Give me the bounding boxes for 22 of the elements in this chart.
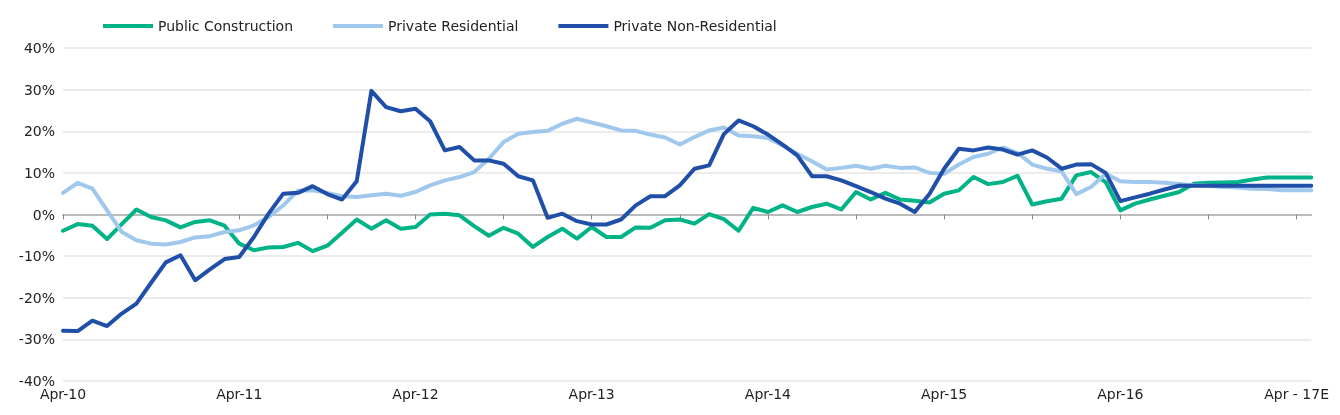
x-tick-label: Apr-16 bbox=[1097, 386, 1144, 402]
y-tick-label: -10% bbox=[18, 248, 55, 265]
y-tick-label: 20% bbox=[23, 123, 55, 140]
legend-label: Public Construction bbox=[158, 18, 294, 34]
x-tick-label: Apr-10 bbox=[39, 386, 87, 402]
legend-label: Private Residential bbox=[388, 18, 519, 34]
x-tick-label: Apr-12 bbox=[392, 386, 439, 402]
y-tick-label: 40% bbox=[23, 40, 55, 56]
x-tick-label: Apr-15 bbox=[921, 386, 968, 402]
legend-label: Private Non-Residential bbox=[613, 18, 777, 34]
x-tick-label: Apr-14 bbox=[744, 386, 792, 402]
line-series bbox=[61, 88, 1314, 334]
y-tick-label: -20% bbox=[18, 289, 55, 306]
line-series bbox=[61, 170, 1314, 254]
y-tick-label: -30% bbox=[18, 331, 55, 348]
x-tick-label: Apr-13 bbox=[568, 386, 615, 402]
x-tick-label: Apr - 17E bbox=[1264, 386, 1330, 402]
y-tick-label: -40% bbox=[18, 373, 55, 389]
y-tick-label: 30% bbox=[23, 81, 55, 98]
y-tick-label: 0% bbox=[32, 206, 55, 223]
y-tick-label: 10% bbox=[23, 164, 55, 181]
x-tick-label: Apr-11 bbox=[216, 386, 263, 402]
